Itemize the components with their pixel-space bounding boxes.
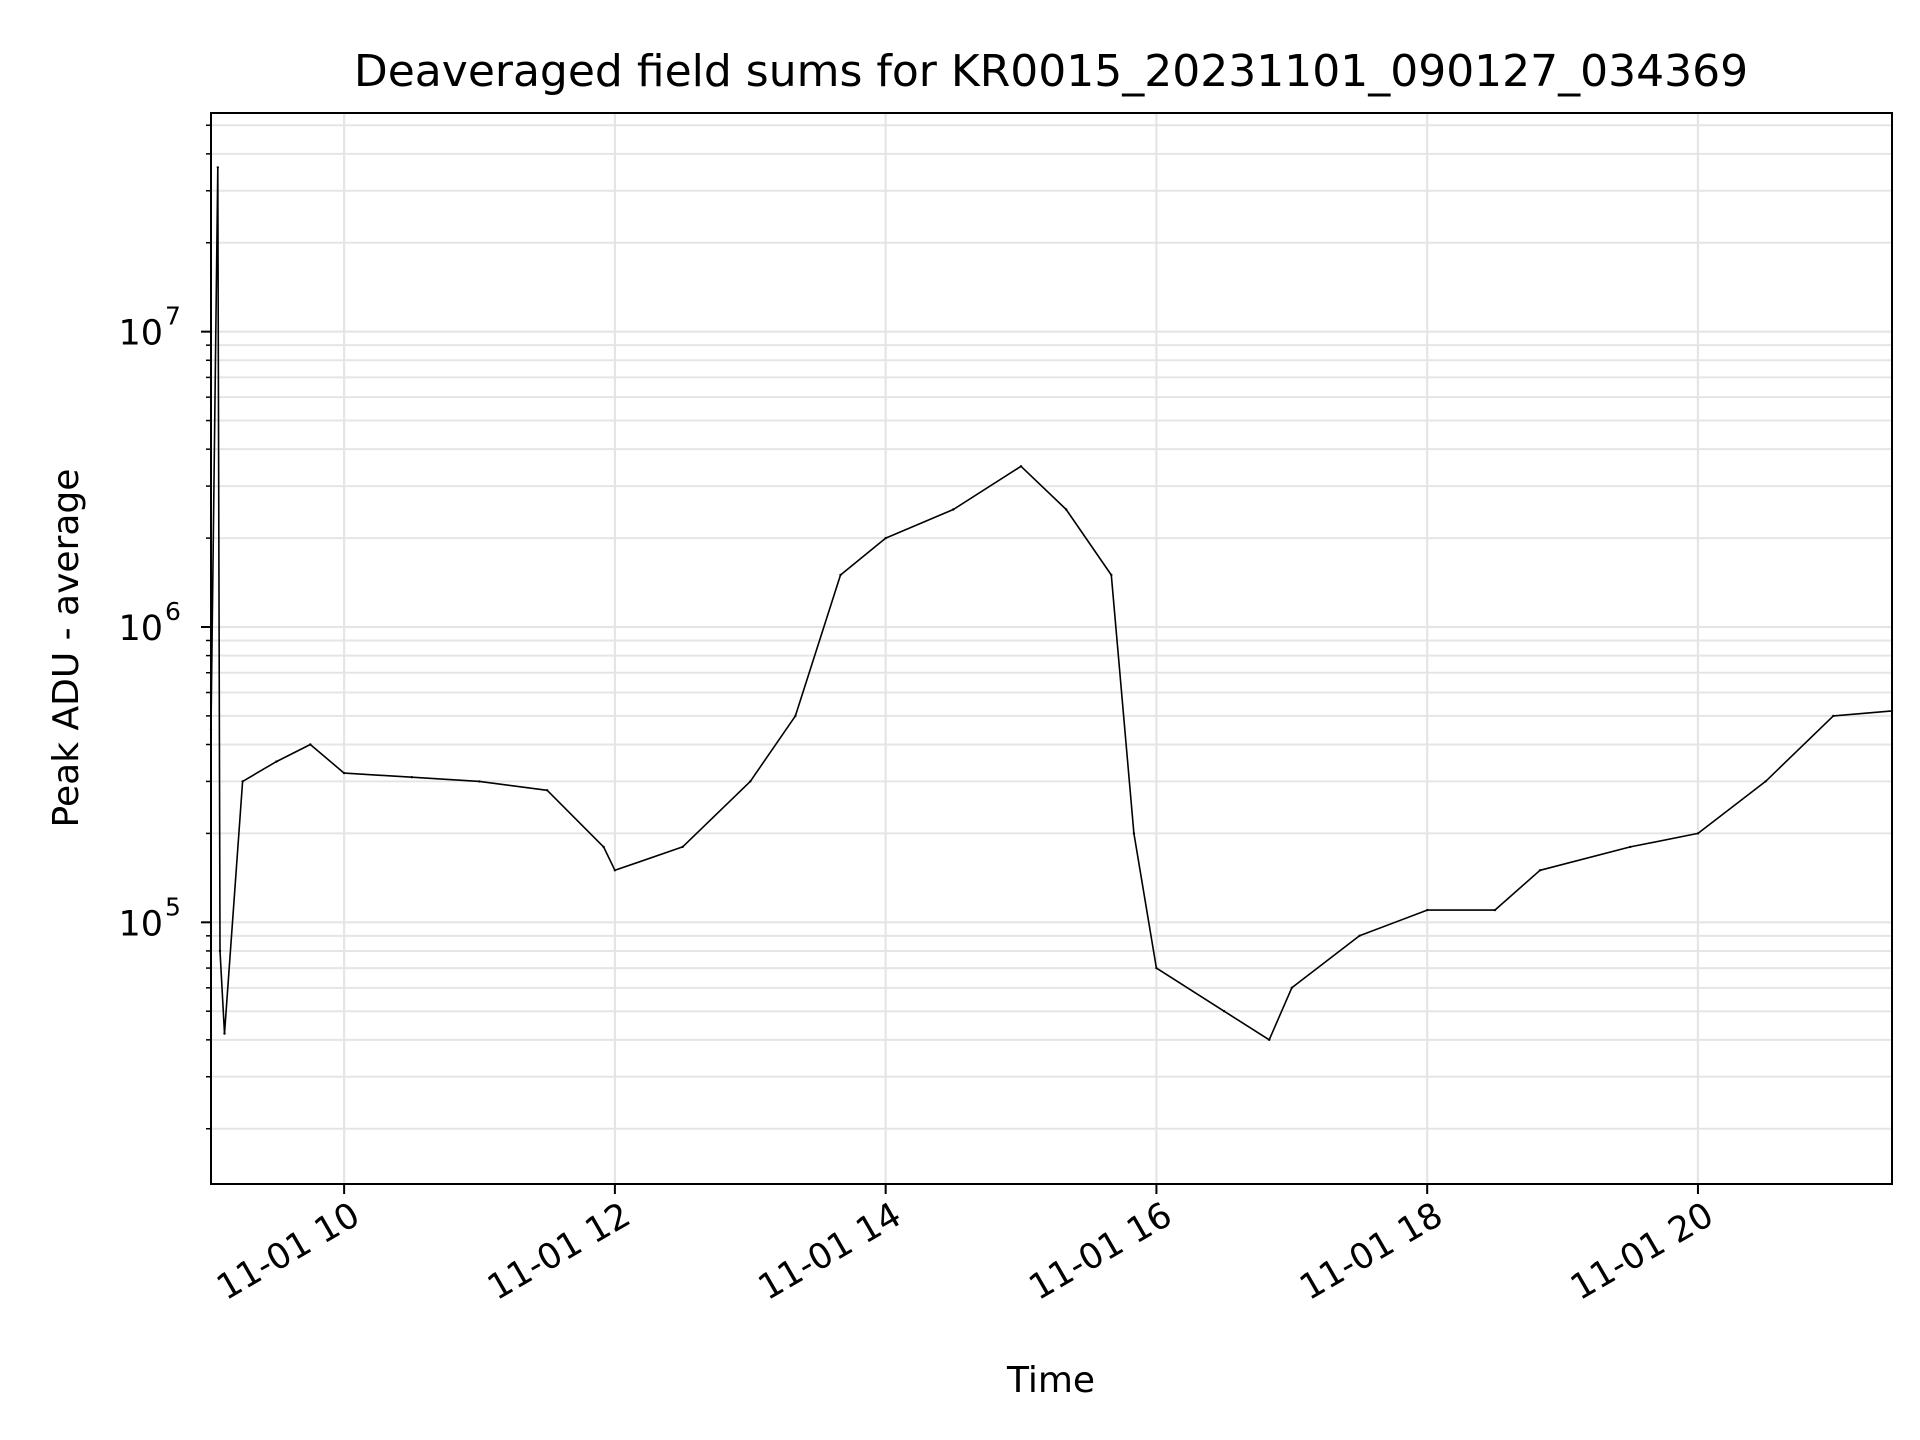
series-point [1832,714,1835,718]
series-point [1155,966,1158,970]
y-tick-label: 10 [118,609,163,649]
series-point [1764,780,1767,783]
plot-frame [210,112,1893,1185]
series-point [1629,845,1632,849]
series-point [1110,573,1113,577]
series-point [1696,832,1700,835]
series-point [216,166,219,169]
series-point [478,780,481,783]
series-line [211,166,1892,1041]
series-point [275,760,278,763]
series-point [410,776,413,779]
chart-title: Deaveraged field sums for KR0015_2023110… [354,46,1748,97]
series-point [952,508,955,511]
series-point [1426,908,1429,912]
series-point [1019,465,1023,468]
series-point [613,869,617,872]
y-tick-exponent: 7 [165,302,181,331]
series-point [681,845,684,849]
series-point [1222,1010,1226,1013]
series-point [546,789,549,792]
series-point [241,780,244,783]
y-tick-label: 10 [118,904,163,944]
y-axis-label: Peak ADU - average [46,469,87,828]
y-tick-exponent: 5 [165,892,181,921]
series-point [1290,986,1294,989]
series-point [794,714,797,718]
x-axis-label: Time [1006,1360,1095,1401]
series-point [342,771,346,775]
y-tick-exponent: 6 [165,597,181,626]
y-tick-label: 10 [118,314,163,354]
series-point [749,780,752,783]
series-point [1538,869,1542,872]
series-point [884,536,887,540]
grid [211,113,1892,1184]
series-point [1132,832,1136,835]
series-point [1268,1038,1271,1042]
series-point [1358,934,1361,937]
series-point [602,845,605,849]
series-point [1065,508,1068,511]
series-point [839,573,842,577]
series-point [223,1032,226,1035]
series-point [218,949,222,953]
series-point [309,743,312,746]
series-point [1493,908,1497,912]
